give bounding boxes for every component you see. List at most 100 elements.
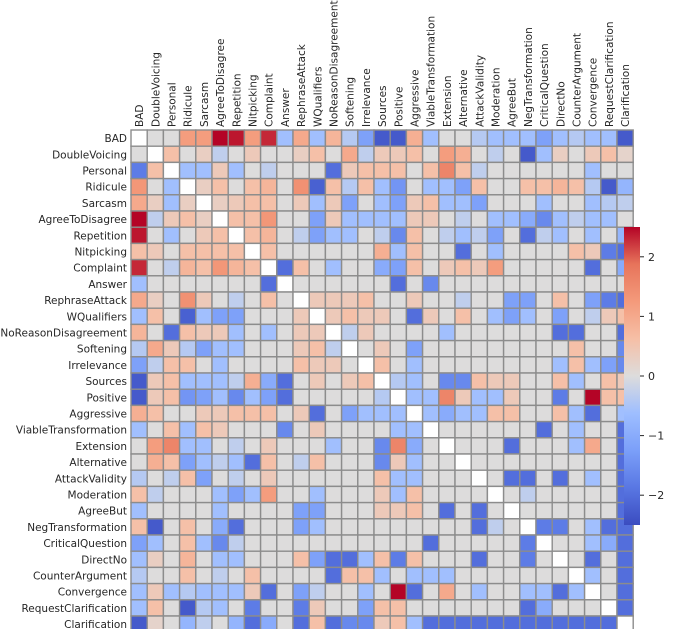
heatmap-cell — [243, 291, 262, 309]
heatmap-cell — [438, 323, 456, 342]
heatmap-cell — [583, 599, 602, 617]
heatmap-cell — [567, 469, 586, 488]
heatmap-cell — [535, 566, 553, 585]
heatmap-cell — [195, 453, 213, 471]
heatmap-cell — [551, 291, 570, 309]
heatmap-cell — [130, 356, 148, 374]
heatmap-cell — [243, 258, 262, 277]
heatmap-cell — [583, 534, 602, 552]
heatmap-cell — [195, 404, 213, 423]
heatmap-cell — [502, 242, 521, 261]
heatmap-cell — [211, 469, 229, 488]
heatmap-cell — [227, 501, 246, 520]
heatmap-cell — [308, 258, 327, 277]
heatmap-cell — [292, 194, 310, 212]
heatmap-cell — [389, 485, 408, 504]
heatmap-cell — [405, 177, 424, 196]
heatmap-cell — [519, 453, 537, 471]
heatmap-cell — [211, 599, 229, 617]
heatmap-cell — [162, 550, 181, 569]
heatmap-cell — [130, 275, 148, 293]
heatmap-cell — [421, 615, 440, 629]
heatmap-cell — [178, 582, 197, 601]
heatmap-cell — [357, 194, 375, 212]
heatmap-cell — [195, 485, 213, 504]
heatmap-cell — [308, 356, 327, 374]
y-tick-label: Repetition — [73, 230, 127, 242]
heatmap-cell — [259, 485, 278, 504]
heatmap-cell — [308, 599, 327, 617]
y-tick-label: Sources — [85, 376, 127, 388]
heatmap-cell — [146, 258, 165, 277]
heatmap-cell — [276, 258, 294, 277]
heatmap-cell — [162, 177, 181, 196]
heatmap-cell — [259, 534, 278, 552]
heatmap-cell — [324, 420, 343, 439]
heatmap-cell — [324, 210, 343, 228]
heatmap-cell — [227, 194, 246, 212]
colorbar: 2 1 0 −1 −2 — [624, 227, 664, 525]
heatmap-cell — [243, 194, 262, 212]
heatmap-cell — [438, 210, 456, 228]
heatmap-cell — [567, 356, 586, 374]
heatmap-cell — [470, 550, 489, 569]
heatmap-cell — [583, 145, 602, 164]
heatmap-cell — [486, 420, 505, 439]
heatmap-cell — [178, 275, 197, 293]
heatmap-cell — [162, 226, 181, 245]
heatmap-cell — [389, 275, 408, 293]
heatmap-cell — [340, 226, 359, 245]
heatmap-cell — [373, 323, 391, 342]
heatmap-cell — [292, 323, 310, 342]
y-tick-label: Clarification — [64, 619, 127, 629]
heatmap-cell — [454, 258, 472, 277]
heatmap-cell — [162, 469, 181, 488]
heatmap-cell — [535, 356, 553, 374]
heatmap-cell — [389, 323, 408, 342]
colorbar-tick-label: 2 — [648, 251, 655, 264]
heatmap-cell — [583, 566, 602, 585]
heatmap-cell — [389, 582, 408, 601]
heatmap-cell — [243, 323, 262, 342]
heatmap-cell — [551, 161, 570, 180]
heatmap-cell — [211, 291, 229, 309]
heatmap-cell — [324, 501, 343, 520]
heatmap-cell — [567, 372, 586, 390]
heatmap-cell — [470, 242, 489, 261]
heatmap-cell — [519, 291, 537, 309]
heatmap-cell — [276, 582, 294, 601]
heatmap-cell — [551, 226, 570, 245]
heatmap-cell — [616, 582, 634, 601]
heatmap-cell — [373, 210, 391, 228]
heatmap-cell — [438, 404, 456, 423]
heatmap-cell — [535, 582, 553, 601]
heatmap-cell — [178, 291, 197, 309]
heatmap-cell — [454, 582, 472, 601]
heatmap-cell — [292, 291, 310, 309]
heatmap-cell — [535, 404, 553, 423]
heatmap-cell — [259, 437, 278, 455]
heatmap-cell — [178, 129, 197, 147]
heatmap-cell — [373, 177, 391, 196]
heatmap-cell — [454, 550, 472, 569]
heatmap-cell — [276, 356, 294, 374]
heatmap-cell — [357, 129, 375, 147]
heatmap-cell — [178, 177, 197, 196]
heatmap-cell — [292, 388, 310, 407]
heatmap-cell — [276, 501, 294, 520]
heatmap-cell — [357, 534, 375, 552]
heatmap-cell — [211, 420, 229, 439]
heatmap-cell — [551, 210, 570, 228]
heatmap-cell — [211, 356, 229, 374]
heatmap-cell — [421, 420, 440, 439]
x-tick-label: Nitpicking — [248, 74, 260, 127]
heatmap-cell — [486, 323, 505, 342]
heatmap-cell — [600, 226, 618, 245]
heatmap-cell — [600, 501, 618, 520]
heatmap-cell — [211, 161, 229, 180]
x-tick-label: WQualifiers — [312, 67, 324, 127]
heatmap-cell — [243, 566, 262, 585]
heatmap-cell — [389, 145, 408, 164]
heatmap-cell — [502, 615, 521, 629]
heatmap-cell — [438, 356, 456, 374]
